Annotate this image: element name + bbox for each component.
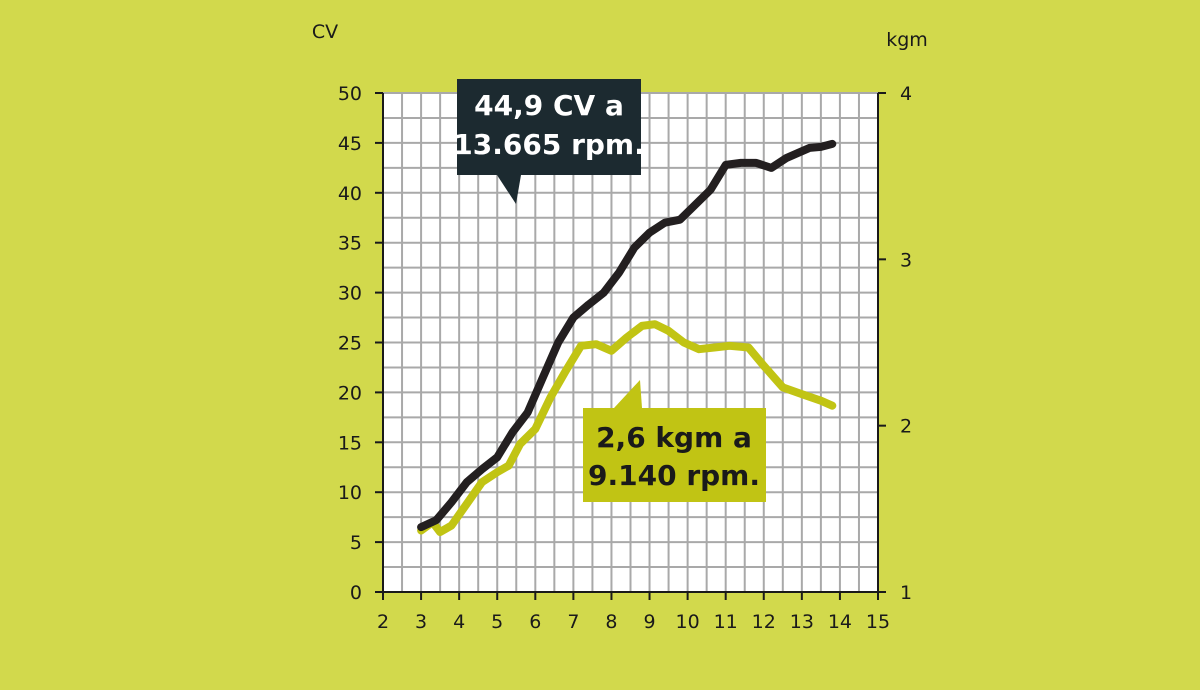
power-series-line bbox=[417, 139, 837, 532]
x-tick-label: 12 bbox=[752, 611, 776, 633]
y-left-tick-label: 0 bbox=[350, 582, 362, 604]
y-left-tick-label: 10 bbox=[338, 482, 362, 504]
y-left-tick-label: 50 bbox=[338, 83, 362, 105]
x-tick-label: 10 bbox=[676, 611, 700, 633]
x-tick-label: 9 bbox=[643, 611, 655, 633]
torque-callout-line-1: 2,6 kgm a bbox=[596, 421, 752, 454]
y-left-tick-label: 20 bbox=[338, 382, 362, 404]
y-left-tick-label: 30 bbox=[338, 283, 362, 305]
y-right-unit: kgm bbox=[886, 29, 928, 51]
y-left-tick-label: 25 bbox=[338, 333, 362, 355]
x-tick-label: 15 bbox=[866, 611, 890, 633]
torque-callout-pointer bbox=[614, 380, 642, 408]
power-callout-box bbox=[457, 79, 641, 175]
power-callout-line-1: 44,9 CV a bbox=[474, 89, 624, 122]
y-left-tick-label: 15 bbox=[338, 432, 362, 454]
y-left-tick-label: 35 bbox=[338, 233, 362, 255]
y-right-tick-label: 1 bbox=[900, 582, 912, 604]
power-callout-line-2: 13.665 rpm. bbox=[453, 128, 644, 161]
axis-ticks: 2 3 4 5 6 7 8 9 10 11 12 13 14 1505101520253035404550… bbox=[338, 83, 912, 633]
x-tick-label: 3 bbox=[415, 611, 427, 633]
x-tick-label: 6 bbox=[529, 611, 541, 633]
x-tick-label: 11 bbox=[714, 611, 738, 633]
power-callout-pointer bbox=[497, 175, 521, 204]
x-tick-label: 13 bbox=[790, 611, 814, 633]
y-left-tick-label: 40 bbox=[338, 183, 362, 205]
y-right-tick-label: 4 bbox=[900, 83, 912, 105]
y-right-tick-label: 2 bbox=[900, 416, 912, 438]
y-left-tick-label: 5 bbox=[350, 532, 362, 554]
x-tick-label: 5 bbox=[491, 611, 503, 633]
x-tick-label: 14 bbox=[828, 611, 852, 633]
torque-callout-line-2: 9.140 rpm. bbox=[588, 459, 760, 492]
power-callout: 44,9 CV a 13.665 rpm. bbox=[453, 79, 645, 204]
torque-callout-box bbox=[583, 408, 766, 502]
y-right-tick-label: 3 bbox=[900, 249, 912, 271]
x-tick-label: 8 bbox=[605, 611, 617, 633]
torque-callout: 2,6 kgm a 9.140 rpm. bbox=[583, 380, 766, 502]
torque-series-line bbox=[417, 320, 837, 537]
x-tick-label: 2 bbox=[377, 611, 389, 633]
x-tick-label: 4 bbox=[453, 611, 465, 633]
x-tick-label: 7 bbox=[567, 611, 579, 633]
y-left-unit: CV bbox=[312, 21, 338, 43]
y-left-tick-label: 45 bbox=[338, 133, 362, 155]
